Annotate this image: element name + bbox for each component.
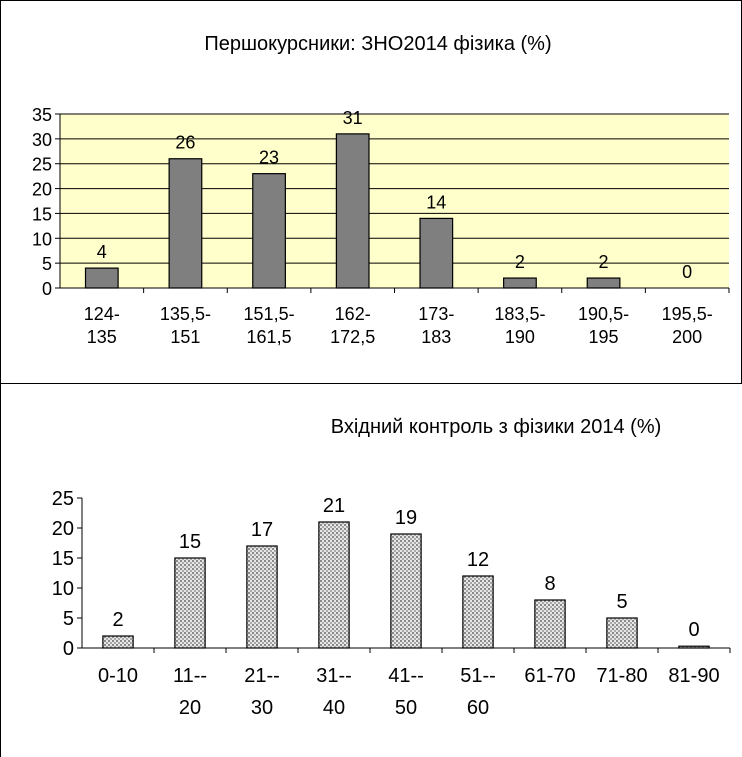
y-tick-label: 25 — [32, 155, 52, 175]
data-label: 21 — [323, 495, 345, 517]
x-tick-label: 81-90 — [668, 665, 719, 687]
data-label: 15 — [179, 531, 201, 553]
data-label: 19 — [395, 507, 417, 529]
y-tick-label: 15 — [32, 204, 52, 224]
bar — [419, 217, 454, 289]
chart-2-title: Вхідний контроль з фізики 2014 (%) — [331, 416, 662, 438]
x-tick-label: 20 — [179, 697, 201, 719]
chart-1-x-ticks: 124- 135 135,5- 151 151,5- 161,5 162- 172,5 173-… — [84, 288, 730, 347]
bar — [606, 617, 638, 649]
data-label: 0 — [688, 619, 699, 641]
x-tick-label: 135,5- — [160, 304, 211, 324]
bar — [390, 533, 422, 649]
x-tick-label: 190,5- — [578, 304, 629, 324]
x-tick-label: 40 — [323, 697, 345, 719]
y-tick-label: 30 — [32, 130, 52, 150]
y-tick-label: 20 — [52, 518, 74, 540]
x-tick-label: 50 — [395, 697, 417, 719]
chart-2-y-ticks: 0 5 10 15 20 25 — [52, 488, 82, 660]
x-tick-label: 200 — [672, 327, 702, 347]
data-label: 23 — [259, 148, 279, 168]
chart-1-bars — [84, 133, 621, 289]
x-tick-label: 195,5- — [662, 304, 713, 324]
data-label: 31 — [343, 108, 363, 128]
x-tick-label: 173- — [418, 304, 454, 324]
bar — [252, 173, 286, 289]
chart-2-data-labels: 2 15 17 21 19 12 8 5 0 — [112, 495, 699, 641]
x-tick-label: 71-80 — [596, 665, 647, 687]
x-tick-label: 161,5 — [247, 327, 292, 347]
x-tick-label: 183,5- — [494, 304, 545, 324]
x-tick-label: 135 — [87, 327, 117, 347]
y-tick-label: 0 — [42, 279, 52, 299]
x-tick-label: 41-- — [388, 665, 424, 687]
data-label: 2 — [599, 252, 609, 272]
x-tick-label: 21-- — [244, 665, 280, 687]
x-tick-label: 30 — [251, 697, 273, 719]
bar — [84, 267, 119, 289]
bar — [318, 521, 350, 649]
y-tick-label: 20 — [32, 180, 52, 200]
x-tick-label: 172,5 — [330, 327, 375, 347]
data-label: 12 — [467, 549, 489, 571]
bar — [102, 635, 134, 649]
x-tick-label: 190 — [505, 327, 535, 347]
y-tick-label: 35 — [32, 105, 52, 125]
bar — [586, 277, 621, 289]
x-tick-label: 0-10 — [98, 665, 138, 687]
x-tick-label: 60 — [467, 697, 489, 719]
chart-1-plot-area — [60, 114, 729, 288]
y-tick-label: 5 — [63, 608, 74, 630]
x-tick-label: 51-- — [460, 665, 496, 687]
data-label: 17 — [251, 519, 273, 541]
bar — [503, 277, 537, 289]
bar — [335, 133, 370, 289]
chart-1-data-labels: 4 26 23 31 14 2 2 0 — [97, 108, 692, 282]
x-tick-label: 11-- — [173, 665, 207, 687]
x-tick-label: 124- — [84, 304, 120, 324]
bar — [534, 599, 566, 649]
x-tick-label: 151 — [170, 327, 200, 347]
bar — [462, 575, 494, 649]
data-label: 4 — [97, 242, 107, 262]
data-label: 2 — [515, 252, 525, 272]
x-tick-label: 195 — [589, 327, 619, 347]
y-tick-label: 0 — [63, 638, 74, 660]
bar — [168, 158, 203, 289]
x-tick-label: 162- — [335, 304, 371, 324]
data-label: 14 — [426, 192, 446, 212]
data-label: 0 — [682, 262, 692, 282]
bar — [246, 545, 278, 649]
x-tick-label: 151,5- — [244, 304, 295, 324]
data-label: 8 — [544, 573, 555, 595]
chart-1-title: Першокурсники: ЗНО2014 фізика (%) — [204, 33, 551, 55]
y-tick-label: 5 — [42, 254, 52, 274]
y-tick-label: 10 — [52, 578, 74, 600]
bar — [174, 557, 206, 649]
data-label: 26 — [175, 133, 195, 153]
y-tick-label: 25 — [52, 488, 74, 510]
chart-1-y-ticks: 0 5 10 15 20 25 30 35 — [32, 105, 60, 299]
data-label: 2 — [112, 609, 123, 631]
x-tick-label: 183 — [421, 327, 451, 347]
x-tick-label: 31-- — [316, 665, 352, 687]
chart-2-x-ticks: 0-10 11-- 20 21-- 30 31-- 40 41-- 50 51-- 60 61-70 7… — [98, 648, 731, 719]
data-label: 5 — [616, 591, 627, 613]
y-tick-label: 15 — [52, 548, 74, 570]
x-tick-label: 61-70 — [524, 665, 575, 687]
y-tick-label: 10 — [32, 229, 52, 249]
